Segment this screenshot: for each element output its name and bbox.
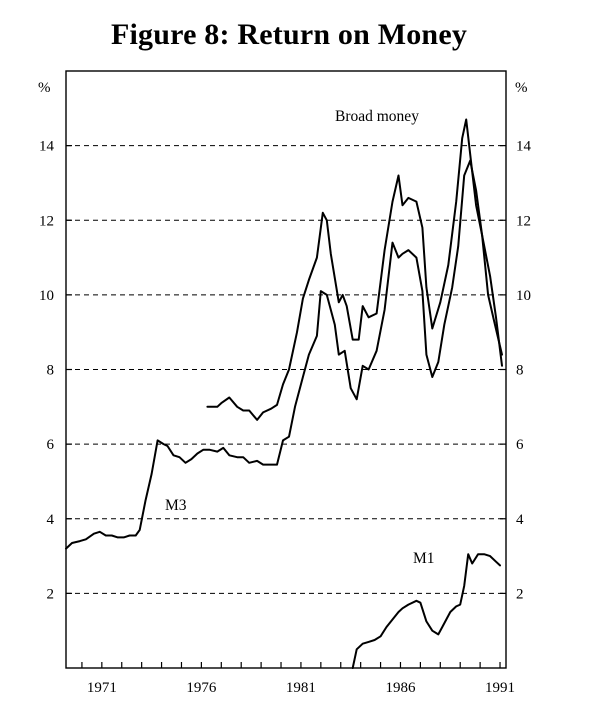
y-tick-label-right: 2 [516,586,524,602]
y-tick-label-right: 8 [516,363,524,379]
x-tick-label-1991: 1991 [485,680,515,696]
x-tick-label-1971: 1971 [87,680,117,696]
y-tick-label-left: 14 [39,139,55,155]
axis-ticks: 2 2 4 4 6 6 8 8 10 10 12 12 14 14 1971 1976 1981 1986 1991 [39,139,532,696]
x-tick-label-1981: 1981 [286,680,316,696]
y-tick-label-left: 2 [47,586,55,602]
y-tick-label-right: 6 [516,437,524,453]
y-tick-label-right: 14 [516,139,532,155]
x-tick-label-1976: 1976 [186,680,217,696]
y-tick-label-left: 6 [47,437,55,453]
y-tick-label-left: 8 [47,363,55,379]
series-line-m3 [65,159,503,550]
y-tick-label-left: 12 [39,213,54,229]
y-tick-label-left: 10 [39,288,54,304]
series-line-broad-money [206,118,503,421]
gridlines [66,145,506,594]
annotation-broad-money: Broad money [335,108,419,125]
y-tick-label-left: 4 [47,512,55,528]
y-axis-unit-left: % [38,80,51,96]
x-tick-label-1986: 1986 [385,680,416,696]
y-tick-label-right: 10 [516,288,531,304]
series-lines [65,118,503,669]
annotation-m1: M1 [413,550,435,567]
y-tick-label-right: 12 [516,213,531,229]
y-axis-unit-right: % [515,80,528,96]
chart-title: Figure 8: Return on Money [110,18,468,51]
y-tick-label-right: 4 [516,512,524,528]
annotation-m3: M3 [165,497,187,514]
series-line-m1 [351,553,501,669]
